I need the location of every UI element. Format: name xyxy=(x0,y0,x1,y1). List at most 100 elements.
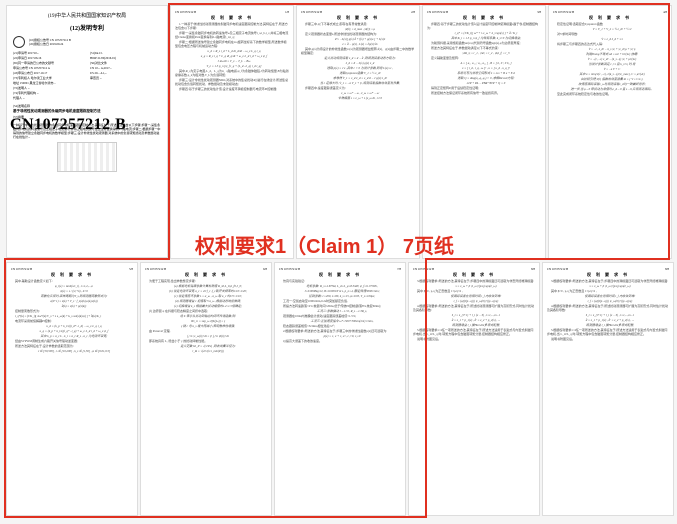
claim-line: ẑ_i = z_{i+1} + l_i (x − x̂) , i=1,...,m… xyxy=(413,313,535,317)
claim-line: 为便于工程实现,给出参数整定步骤: xyxy=(145,279,267,283)
cover-drawing xyxy=(57,142,117,172)
claim-page: CN 107257212 B1/8权 利 要 求 书1.一种基于非线性扰动观测器… xyxy=(170,5,294,259)
page-pub-num: CN 107257212 B xyxy=(427,10,448,14)
claim-line: 设 Σ 表示从扰动到输出的闭环传递函数,则: xyxy=(145,314,267,318)
claim-line: ẑ_i = z_{i+1} + l_i (x − x̂) , i=1,...,m… xyxy=(547,313,669,317)
cover-title-label: (54)发明名称 xyxy=(13,104,161,108)
page-body: 3.根据权利要求1所述的方法,其特征在于,步骤四中的滑模面还可选取为非奇异终端滑… xyxy=(413,279,535,341)
claim-line: 利用Young不等式 ab ≤ εa² + b²/(4ε) 放缩: xyxy=(553,52,667,56)
claim-page: CN 107257212 B6/8权 利 要 求 书为便于工程实现,给出参数整定… xyxy=(140,262,272,516)
claim-page: CN 107257212 B 3/8 权 利 要 求 书步骤四:基于步骤三的扰动估计… xyxy=(422,5,546,259)
claim-line: 步骤二:根据所述信号建立永磁同步电机在d-q旋转坐标系下的数学模型,所述数学模型… xyxy=(175,40,289,48)
page-title: 权 利 要 求 书 xyxy=(11,273,133,277)
claim-line: 电机参数: R_s=2.875Ω, L_d=L_q=8.5mH, ψ_f=0.1… xyxy=(279,284,401,288)
claim-line: 当设计参数满足 c₁>ε 且 k_s>η 时,有 xyxy=(553,62,667,66)
claim-line: p(x) = c₁ x + c₂ x³ , c₁>0, c₂≥0 xyxy=(279,334,401,338)
page-body: 为便于工程实现,给出参数整定步骤:(a) 根据电机铭牌参数计算标称值 R_s0,… xyxy=(145,279,267,353)
claim-line: u_q = (k_p + k_i/s)(i_q*−i_q) + ω_e L_d … xyxy=(11,329,133,333)
claim-line: t_f ≤ (q/(β(p−q))) |e_ω(0)|^((p−q)/q) xyxy=(413,299,535,303)
claim-line: ḋ̂ = −L(x)[ g(x) d̂ + f(x) + g(x)u ] + L… xyxy=(301,37,415,41)
patent-number-overlay: CN107257212 B xyxy=(10,116,126,134)
claim-line: s = e_ω + β |ė_ω|^(p/q) sgn(ė_ω) xyxy=(547,284,669,288)
page-num: 3/8 xyxy=(537,10,541,14)
claim-line: 观测器增益 l_i 按Hurwitz多项式配置; xyxy=(413,323,535,327)
claim-line: 其中,p(x)为待设计的非线性函数,L(x)为观测器增益矩阵,f(x)、g(x)… xyxy=(301,47,415,55)
claim-line: V̇ ≤ −κ V + C xyxy=(553,67,667,71)
claim-line: 所述方法其特征在于,设计参数的选取范围为: xyxy=(11,344,133,348)
claim-line: u_q = R_s i_q + L_q di_q/dt + ω_e L_d i_… xyxy=(175,54,289,58)
page-num: 4/8 xyxy=(663,10,667,14)
page-title: 权 利 要 求 书 xyxy=(175,16,289,20)
claim-line: 定义扰动观测误差 e_d = d − d̂ ,则观测误差动态方程为: xyxy=(301,56,415,60)
claim-line: x = [ i_d , i_q , ω ]ᵀ , u = [ u_d , u_q… xyxy=(427,66,541,70)
claim-page: CN 107257212 B2/8权 利 要 求 书步骤三中,以下不等式成立,即… xyxy=(296,5,420,259)
claim-line: 步骤四:基于步骤三的扰动估计值d̂,设计速度环控制律使滑模面s趋于零,控制器结构… xyxy=(427,22,541,30)
claim-line: 工况三:正弦速度指令 ω*=500+300sin(2πt) r/min, xyxy=(279,319,401,323)
claim-line: 令滑模面 s = e_ω + λ ∫e_ω dt , λ>0 xyxy=(301,96,415,100)
cover-doc-type: (12)发明专利 xyxy=(13,23,161,32)
claim-line: 使跟踪误差在有限时间 t_f 内收敛到零: xyxy=(547,294,669,298)
claim-line: 1.一种基于非线性扰动观测器的永磁同步电机速度跟踪控制方法,其特征在于,所述方法… xyxy=(175,22,289,30)
cover-pub-date: (45)授权公告日 2019.09.24 xyxy=(29,42,71,46)
claim-line: 其中 κ = min{2(c₁−ε), 2(k_s−η)/|s|_max}, C… xyxy=(553,72,667,76)
page-body: 步骤三中,以下不等式成立,即存在有界常数满足:|d(t)| ≤ d_max , … xyxy=(301,22,415,100)
claim-line: A = [ a₁₁ a₁₂ ; a₂₁ a₂₂ ] , B = [ b₁ 0 ;… xyxy=(427,61,541,65)
claim-line: i_q* = (J/K_t)[ ω̇* + λ e_ω + k_s·sgn(s)… xyxy=(427,31,541,35)
claim-line: 其中,辅助设计函数定义如下: xyxy=(11,279,133,283)
claim-line: 5.根据权利要求1~4任一项所述的方法,其特征在于,所述方法适用于表贴式与内置式… xyxy=(547,328,669,336)
page-body: 仿真与实验验证:电机参数: R_s=2.875Ω, L_d=L_q=8.5mH,… xyxy=(279,279,401,343)
claim-line: 电流环采用前馈解耦PI控制: xyxy=(11,319,133,323)
claim-line: d̂ = z_1 + p_1(x) , d̂' = z_2 + p_2(x) ,… xyxy=(547,318,669,322)
page-title: 权 利 要 求 书 xyxy=(279,273,401,277)
claim-line: 控制参数: c=200, λ=80, k_s=15, φ=0.05, T_s=1… xyxy=(279,294,401,298)
cover-invention-title: 基于非线性扰动观测器的永磁同步电机速度跟踪控制方法 xyxy=(13,109,161,114)
claim-line: φ_i(x) = tanh(x/ε_i) , i=1,2,...,n xyxy=(11,284,133,288)
page-title: 权 利 要 求 书 xyxy=(553,16,667,20)
claim-line: 进一步,当 μ→0 即扰动为常值时,e_d→0 且 s→0,实现渐近跟踪。 xyxy=(553,87,667,91)
claim-line: 观测器增益 l_i 按Hurwitz多项式配置; xyxy=(547,323,669,327)
claim-line: 所述方法其特征在于,参数摄动满足以下不等式约束: xyxy=(427,46,541,50)
claim-line: 所提方法转速跌落<2%,恢复时间<20ms,优于传统PI控制(跌落8%,恢复60… xyxy=(279,304,401,308)
claim-line: 步骤三:设计非线性扰动观测器NDO,对系统中的集总扰动d(t)进行在线估计,所述… xyxy=(175,78,289,86)
claim-line: 定义观测器状态变量z,所述非线性扰动观测器的结构为: xyxy=(301,32,415,36)
claim-line: d̂ = z_1 + p_1(x) , d̂' = z_2 + p_2(x) ,… xyxy=(413,318,535,322)
claim-line: 5.根据权利要求1~4任一项所述的方法,其特征在于,所述方法适用于表贴式与内置式… xyxy=(413,328,535,336)
claim-line: 说明书附图见后。 xyxy=(547,337,669,341)
claim-line: (e) 切换增益 k_s 根据最大扰动幅值的1.2~1.5倍确定; xyxy=(145,304,267,308)
page-title: 权 利 要 求 书 xyxy=(547,273,669,277)
claim-line: 其中,R_s为定子电阻,L_d、L_q为d、q轴电感,ψ_f为永磁体磁链,J为转… xyxy=(175,69,289,77)
claim-line: 定义辅助变量及矩阵: xyxy=(427,56,541,60)
claim-line: z(k+1) = z(k) + T_s · f_z(x(k),u(k),z(k)… xyxy=(11,299,133,303)
claim-line: ė_d = ḋ − L(x) g(x) e_d xyxy=(301,61,415,65)
claim-line: J dω/dt = T_e − T_L − Bω xyxy=(175,59,289,63)
claim-line: 稳态跟踪误差幅值<5r/min,相位滞后<2°; xyxy=(279,324,401,328)
claim-page: CN 107257212 B8/8权 利 要 求 书3.根据权利要求1所述的方法… xyxy=(408,262,540,516)
page-title: 权 利 要 求 书 xyxy=(145,273,267,277)
claim-line: t_f ≤ (q/(β(p−q))) |e_ω(0)|^((p−q)/q) xyxy=(547,299,669,303)
claim-line: (a) 根据电机铭牌参数计算标称值 R_s0,L_0,ψ_f0,J_0; xyxy=(145,284,267,288)
cover-gov-line: (19)中华人民共和国国家知识产权局 xyxy=(13,12,161,19)
claim-line: 离散化实现时,采样周期为T_s,则观测器离散形式为: xyxy=(11,294,133,298)
claim-line: J=0.0008kg·m², B=0.0001N·m·s, p_n=4, 额定转… xyxy=(279,289,401,293)
page-title: 权 利 要 求 书 xyxy=(427,16,541,20)
claim-page: CN 107257212 B7/8权 利 要 求 书仿真与实验验证:电机参数: … xyxy=(274,262,406,516)
claim-line: (c) 设定速度环参数 λ = α_ω , α_ω 取 α_c 的1/5~1/1… xyxy=(145,294,267,298)
claim-line: 定义范数 ‖x‖_P = √(xᵀPx) ,则收敛集半径为: xyxy=(145,344,267,348)
claim-line: 3.根据权利要求1所述的方法,其特征在于,步骤四中的滑模面还可选取为非奇异终端滑… xyxy=(413,279,535,283)
page-pub-num: CN 107257212 B xyxy=(279,267,300,271)
claim-line: 得到正定矩阵P,用于后续稳定性证明; xyxy=(427,86,541,90)
claim-line: 步骤一:采集永磁同步电机的转速信号ω及三相定子电流信号i_a,i_b,i_c,并… xyxy=(175,31,289,39)
claim-line: (f) 边界层 φ 在抖振与稳态精度之间折中选取; xyxy=(145,309,267,313)
claim-line: 稳定性证明:选取复合Lyapunov函数 xyxy=(553,22,667,26)
claim-line: V = V_1 + V_2 = ½ e_d² + ½ s² xyxy=(553,27,667,31)
claim-line: 4.根据权利要求1所述的方法,其特征在于,所述扰动观测器可扩展为高阶形式,同时估… xyxy=(413,304,535,312)
claim-line: 以提高大误差下的收敛速度。 xyxy=(279,339,401,343)
claim-line: |d(t)| ≤ d_max , |ḋ(t)| ≤ μ xyxy=(301,27,415,31)
claim-line: 2.根据权利要求1所述的方法,其特征在于,步骤三中的非线性函数p(x)还可选取为… xyxy=(279,329,401,333)
page-pub-num: CN 107257212 B xyxy=(413,267,434,271)
claim-line: 经由SVPWM调制生成六路开关信号驱动逆变器; xyxy=(11,339,133,343)
claim-line: u_d = R_s i_d + L_d di_d/dt − ω_e L_q i_… xyxy=(175,49,289,53)
claim-line: T_e = 1.5 p_n [ψ_f i_q + (L_d−L_q) i_d i… xyxy=(175,64,289,68)
claim-line: (d) 观测器增益 c 初值取 5·α_ω ,根据动态响应微调; xyxy=(145,299,267,303)
claim-line: 为削弱抖振,采用饱和函数sat(s/φ)代替符号函数sgn(s),φ为边界层厚度… xyxy=(427,41,541,45)
